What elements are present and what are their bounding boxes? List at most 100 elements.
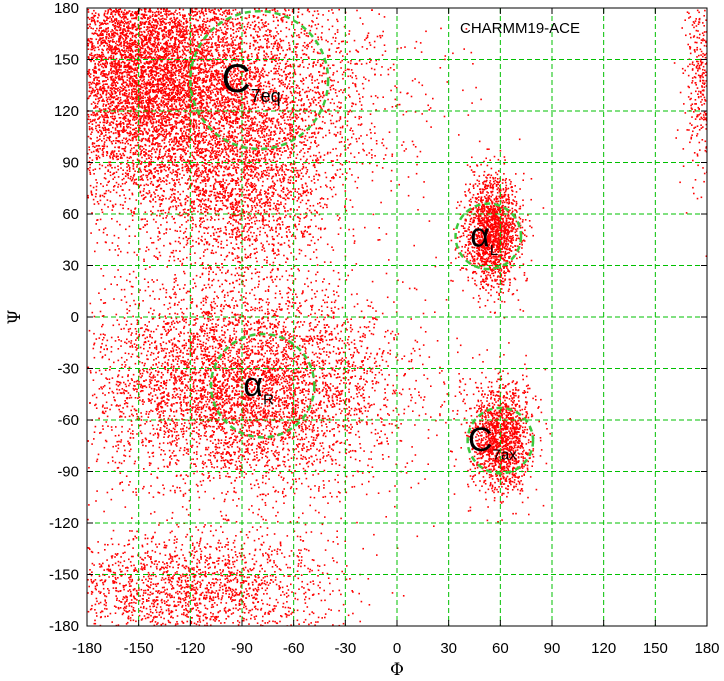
scatter-point [157,82,159,85]
scatter-point [151,11,154,13]
scatter-point [125,65,127,67]
scatter-point [182,46,185,48]
scatter-point [179,31,182,33]
scatter-point [136,144,138,147]
scatter-point [471,102,473,104]
scatter-point [139,106,141,108]
scatter-point [131,79,134,82]
scatter-point [151,126,153,128]
scatter-point [107,22,109,25]
scatter-point [172,68,174,71]
scatter-point [140,86,142,88]
scatter-point [151,153,153,155]
scatter-point [144,21,147,24]
scatter-point [93,119,96,122]
scatter-point [101,22,103,24]
scatter-point [102,66,105,69]
scatter-point [179,60,181,63]
scatter-point [93,142,96,145]
scatter-point [104,128,107,130]
scatter-point [192,90,194,92]
scatter-point [141,177,143,180]
scatter-point [129,78,131,80]
scatter-point [195,123,198,125]
scatter-point [115,142,117,144]
scatter-point [158,106,161,109]
scatter-point [381,142,383,144]
scatter-point [285,21,288,23]
scatter-point [115,156,118,159]
scatter-point [121,147,123,150]
scatter-point [103,87,106,90]
scatter-point [270,138,272,141]
scatter-point [151,51,154,53]
scatter-point [157,105,160,108]
scatter-point [144,83,146,85]
scatter-point [265,52,268,55]
scatter-point [187,68,190,71]
scatter-point [181,25,183,28]
scatter-point [212,19,214,21]
scatter-point [210,113,213,116]
scatter-point [142,132,144,135]
scatter-point [150,55,152,58]
scatter-point [157,13,160,15]
scatter-point [135,118,138,120]
scatter-point [116,52,118,55]
scatter-point [90,151,93,154]
scatter-point [202,25,204,27]
scatter-point [239,36,242,38]
scatter-point [93,20,96,23]
scatter-point [254,163,256,166]
scatter-point [126,70,129,72]
scatter-point [145,111,148,113]
scatter-point [136,164,139,166]
scatter-point [113,150,116,152]
scatter-point [328,113,331,115]
scatter-point [196,125,198,127]
scatter-point [157,90,160,92]
scatter-point [147,96,149,99]
scatter-point [102,92,104,94]
scatter-point [317,82,320,84]
scatter-point [165,9,167,11]
scatter-point [184,139,186,142]
scatter-point [166,149,169,152]
scatter-point [295,86,298,89]
scatter-point [338,90,340,93]
scatter-point [138,103,141,105]
scatter-point [98,126,101,128]
scatter-point [133,132,136,134]
scatter-point [143,107,146,109]
scatter-point [140,100,142,102]
scatter-point [176,92,179,95]
scatter-point [103,41,105,44]
scatter-point [144,10,146,12]
scatter-point [101,42,103,45]
scatter-point [365,154,368,156]
scatter-point [155,247,158,250]
scatter-point [98,60,100,63]
scatter-point [93,15,95,18]
scatter-point [126,21,129,24]
scatter-point [112,80,114,82]
scatter-point [133,90,135,93]
scatter-point [194,98,197,101]
scatter-point [127,71,129,74]
scatter-point [172,163,174,166]
scatter-point [184,66,187,68]
scatter-point [146,114,148,117]
scatter-point [162,209,165,212]
scatter-point [330,188,333,191]
scatter-point [144,63,146,65]
scatter-point [100,31,103,33]
scatter-point [183,116,185,119]
scatter-point [284,127,287,130]
scatter-point [102,84,104,87]
scatter-point [133,133,136,136]
scatter-point [151,50,153,52]
scatter-point [150,161,153,163]
scatter-point [164,72,167,74]
scatter-point [97,20,99,22]
